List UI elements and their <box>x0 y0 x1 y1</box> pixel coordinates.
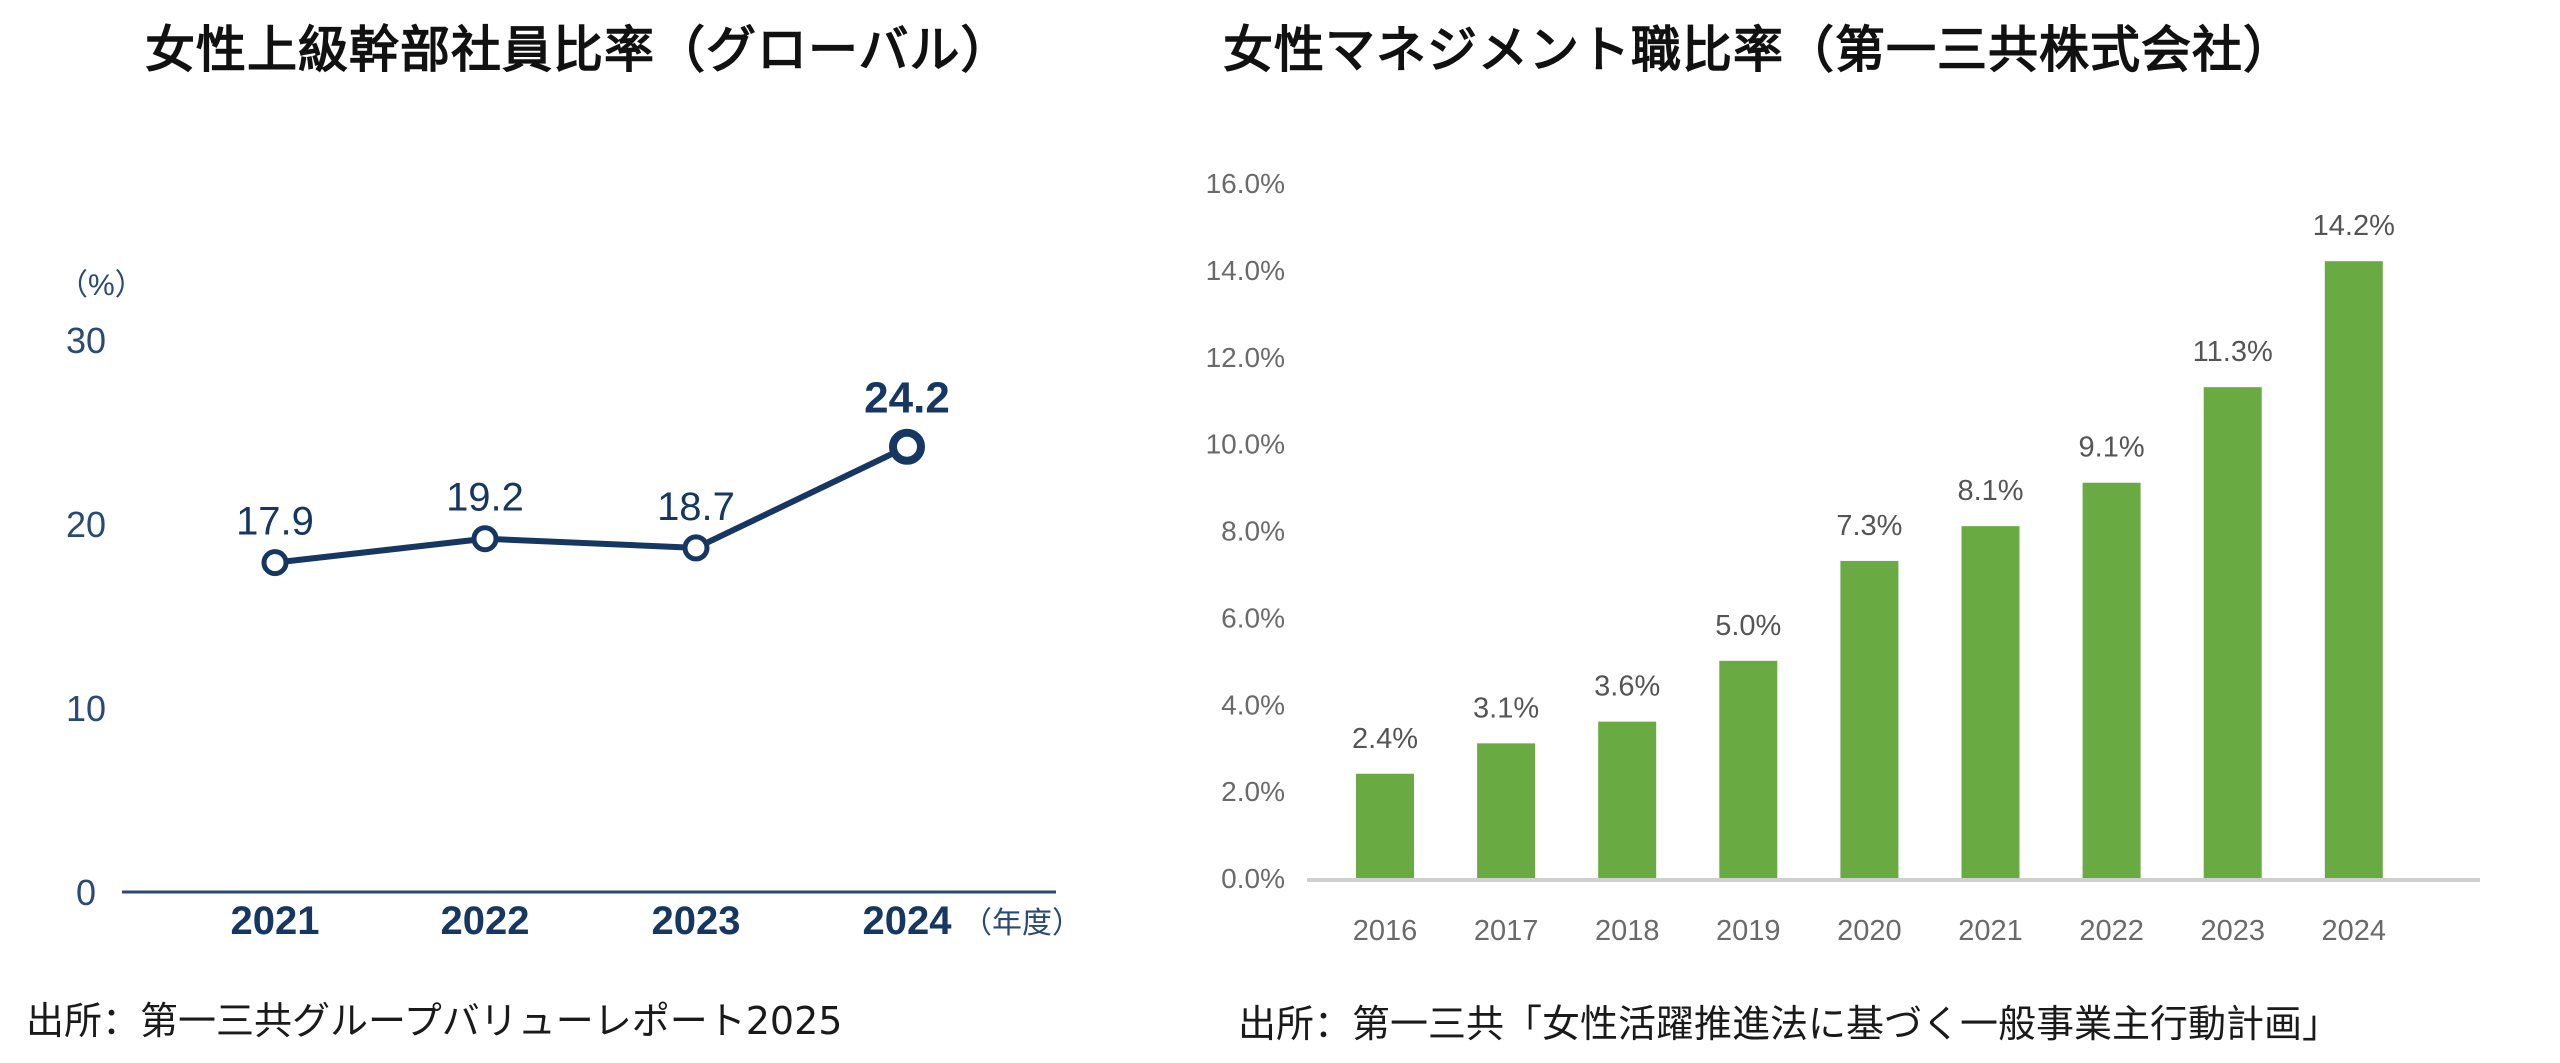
x-tick-label: 2018 <box>1595 915 1660 947</box>
x-tick-label: 2024 <box>863 899 953 943</box>
bar <box>1356 773 1414 878</box>
x-tick-label: 2021 <box>231 899 320 943</box>
x-tick-label: 2023 <box>2200 915 2265 947</box>
y-tick-label: 10 <box>66 688 106 729</box>
x-tick-label: 2021 <box>1958 915 2023 947</box>
x-tick-label: 2016 <box>1353 915 1418 947</box>
data-point <box>682 534 710 562</box>
x-tick-label: 2020 <box>1837 915 1902 947</box>
bar <box>1477 743 1536 878</box>
data-label: 9.1% <box>2079 432 2145 464</box>
data-label: 7.3% <box>1836 510 1902 542</box>
left-source-note: 出所：第一三共グループバリューレポート2025 <box>26 999 843 1043</box>
bar <box>1598 721 1657 878</box>
y-tick-label: 0 <box>76 872 96 913</box>
bar <box>1840 560 1899 878</box>
data-label: 24.2 <box>864 374 950 423</box>
x-tick-label: 2017 <box>1474 915 1539 947</box>
y-tick-label: 14.0% <box>1206 255 1285 286</box>
bar <box>2082 482 2141 878</box>
y-tick-label: 2.0% <box>1221 776 1285 807</box>
y-tick-label: 12.0% <box>1206 342 1285 373</box>
data-point <box>889 428 925 465</box>
y-tick-label: 30 <box>66 320 106 361</box>
x-tick-label: 2022 <box>2079 915 2144 947</box>
data-label: 19.2 <box>446 476 524 520</box>
bar <box>2324 261 2383 878</box>
right-chart-title: 女性マネジメント職比率（第一三共株式会社） <box>1223 21 2294 79</box>
x-tick-label: 2024 <box>2322 915 2387 947</box>
x-tick-label: 2019 <box>1716 915 1781 947</box>
data-label: 3.1% <box>1473 692 1539 724</box>
x-tick-label: 2022 <box>441 899 530 943</box>
data-label: 2.4% <box>1352 723 1418 755</box>
y-axis-unit-label: （%） <box>58 269 145 302</box>
y-tick-label: 20 <box>66 504 106 545</box>
data-point <box>261 549 289 577</box>
x-tick-label: 2023 <box>652 899 741 943</box>
y-tick-label: 4.0% <box>1221 689 1285 720</box>
bar <box>2203 387 2262 878</box>
y-tick-label: 0.0% <box>1221 863 1285 894</box>
bar <box>1961 526 2020 878</box>
data-label: 18.7 <box>657 485 735 529</box>
data-label: 11.3% <box>2193 336 2273 368</box>
data-label: 17.9 <box>236 500 314 544</box>
left-chart-title: 女性上級幹部社員比率（グローバル） <box>145 21 1012 79</box>
y-tick-label: 8.0% <box>1221 516 1285 547</box>
bar <box>1719 660 1778 878</box>
y-tick-label: 10.0% <box>1206 429 1285 460</box>
x-axis-unit-label: （年度） <box>962 907 1082 940</box>
y-tick-label: 16.0% <box>1206 168 1285 199</box>
series-line <box>274 444 909 566</box>
data-label: 5.0% <box>1715 610 1781 642</box>
line-chart-senior-female-ratio: （%） 0 10 20 30 2021 2022 2023 2024 （年度） 17.9 19.2 1… <box>58 269 1082 943</box>
data-point <box>471 525 499 553</box>
data-label: 8.1% <box>1957 475 2023 507</box>
y-tick-label: 6.0% <box>1221 602 1285 633</box>
right-source-note: 出所：第一三共「女性活躍推進法に基づく一般事業主行動計画」 <box>1238 1002 2341 1046</box>
data-label: 3.6% <box>1594 671 1660 703</box>
data-label: 14.2% <box>2313 210 2395 242</box>
